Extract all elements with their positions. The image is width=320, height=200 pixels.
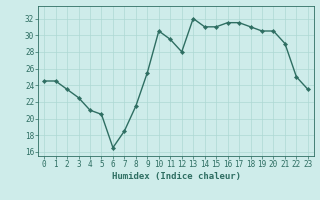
X-axis label: Humidex (Indice chaleur): Humidex (Indice chaleur) bbox=[111, 172, 241, 181]
